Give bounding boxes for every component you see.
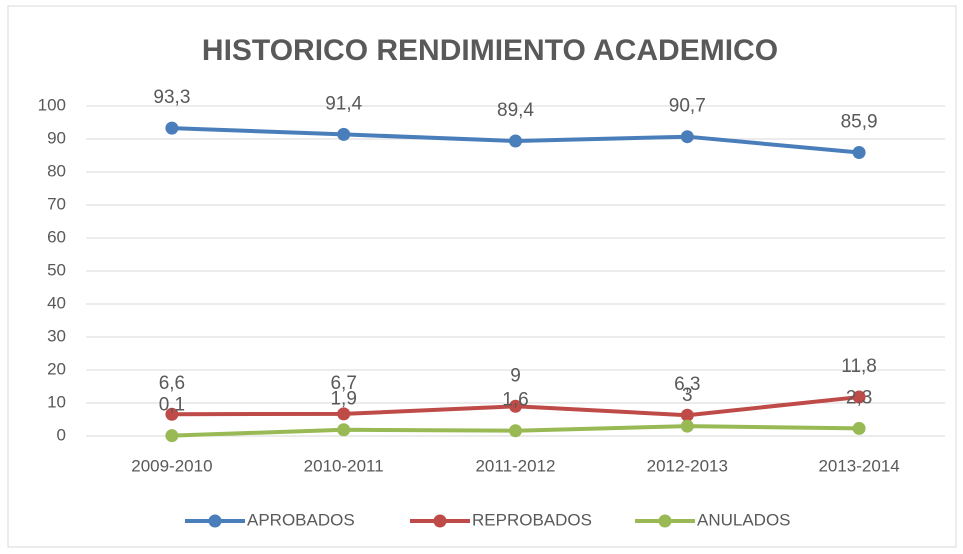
legend-marker xyxy=(433,514,447,528)
legend-label: APROBADOS xyxy=(247,510,355,529)
point xyxy=(852,146,866,160)
y-tick-label: 40 xyxy=(47,293,66,312)
y-tick-label: 80 xyxy=(47,161,66,180)
data-label: 6,3 xyxy=(674,374,700,395)
point xyxy=(509,424,522,438)
x-tick-label: 2009-2010 xyxy=(131,456,212,475)
point xyxy=(852,421,866,435)
data-label: 6,7 xyxy=(330,373,356,394)
data-label: 3 xyxy=(682,385,693,406)
legend-marker xyxy=(208,514,222,528)
data-label: 1,6 xyxy=(502,390,528,411)
point xyxy=(509,399,522,413)
point xyxy=(680,408,694,422)
y-tick-label: 50 xyxy=(47,260,66,279)
y-tick-label: 100 xyxy=(38,95,66,114)
point xyxy=(165,407,179,421)
y-tick-label: 10 xyxy=(47,392,66,411)
data-label: 2,3 xyxy=(846,387,872,408)
point xyxy=(680,130,694,144)
point xyxy=(509,134,522,148)
data-label: 1,9 xyxy=(330,389,356,410)
legend-marker xyxy=(658,514,672,528)
y-tick-label: 60 xyxy=(47,227,66,246)
point xyxy=(337,407,351,421)
data-label: 0,1 xyxy=(159,395,185,416)
y-tick-label: 0 xyxy=(57,425,66,444)
legend-label: REPROBADOS xyxy=(472,510,592,529)
data-label: 93,3 xyxy=(153,87,190,108)
y-tick-label: 70 xyxy=(47,194,66,213)
x-tick-label: 2010-2011 xyxy=(304,456,384,475)
data-label: 9 xyxy=(510,365,521,386)
point xyxy=(852,390,866,404)
data-label: 6,6 xyxy=(159,373,185,394)
y-tick-label: 20 xyxy=(47,359,66,378)
point xyxy=(165,121,179,135)
point xyxy=(337,423,351,437)
chart-title: HISTORICO RENDIMIENTO ACADEMICO xyxy=(202,34,778,67)
y-tick-label: 90 xyxy=(47,128,66,147)
point xyxy=(680,419,694,433)
data-label: 91,4 xyxy=(325,93,362,114)
x-tick-label: 2012-2013 xyxy=(647,456,728,475)
point xyxy=(165,429,179,443)
data-label: 90,7 xyxy=(669,96,706,117)
data-label: 89,4 xyxy=(497,100,534,121)
data-label: 11,8 xyxy=(841,356,877,377)
y-tick-label: 30 xyxy=(47,326,66,345)
data-label: 85,9 xyxy=(841,112,878,133)
x-tick-label: 2013-2014 xyxy=(818,456,899,475)
chart-frame xyxy=(7,5,957,548)
x-tick-label: 2011-2012 xyxy=(475,456,555,475)
legend-label: ANULADOS xyxy=(697,510,791,529)
point xyxy=(337,127,351,141)
